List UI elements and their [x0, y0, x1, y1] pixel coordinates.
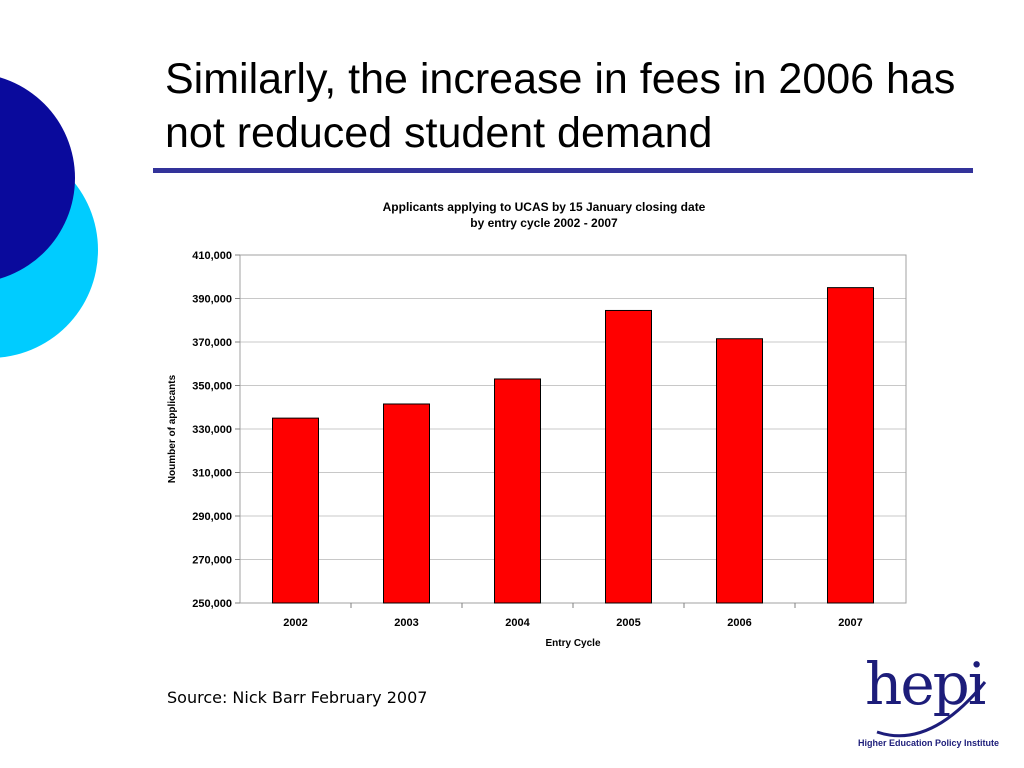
x-tick-label: 2004 [505, 617, 530, 629]
bar-2007 [827, 287, 874, 604]
logo-wordmark: hepi [865, 650, 986, 718]
chart-title-line-1: Applicants applying to UCAS by 15 Januar… [383, 200, 706, 214]
x-axis: 2002 2003 2004 2005 2006 2007 [283, 603, 863, 629]
y-axis: 250,000 270,000 290,000 310,000 330,000 350,0… [192, 250, 240, 610]
y-tick-label: 310,000 [192, 468, 232, 480]
decorative-circles [0, 77, 98, 358]
x-axis-label: Entry Cycle [545, 638, 600, 649]
source-note: Source: Nick Barr February 2007 [167, 688, 428, 707]
slide-title: Similarly, the increase in fees in 2006 … [165, 55, 956, 157]
x-tick-label: 2005 [616, 617, 640, 629]
y-tick-label: 290,000 [192, 511, 232, 523]
logo-swoosh [876, 681, 987, 738]
x-tick-label: 2003 [394, 617, 418, 629]
bar-2003 [383, 403, 430, 604]
hepi-logo: hepi Higher Education Policy Institute [855, 650, 1005, 757]
dark-blue-circle [0, 77, 75, 279]
y-tick-label: 350,000 [192, 381, 232, 393]
chart-gridlines [240, 254, 906, 604]
bar-2002 [272, 417, 319, 604]
y-tick-label: 330,000 [192, 424, 232, 436]
bar-2006 [716, 338, 763, 604]
x-tick-label: 2002 [283, 617, 307, 629]
chart-title-line-2: by entry cycle 2002 - 2007 [470, 216, 618, 230]
y-tick-label: 390,000 [192, 294, 232, 306]
y-tick-label: 270,000 [192, 555, 232, 567]
bar-2004 [494, 378, 541, 604]
bar-2005 [605, 309, 652, 604]
x-tick-label: 2006 [727, 617, 751, 629]
x-tick-label: 2007 [838, 617, 862, 629]
y-tick-label: 250,000 [192, 598, 232, 610]
y-tick-label: 370,000 [192, 337, 232, 349]
title-rule [153, 168, 973, 173]
y-axis-label: Noumber of applicants [167, 374, 178, 483]
y-tick-label: 410,000 [192, 250, 232, 262]
logo-caption: Higher Education Policy Institute [858, 738, 1000, 748]
chart-bars [272, 287, 874, 604]
